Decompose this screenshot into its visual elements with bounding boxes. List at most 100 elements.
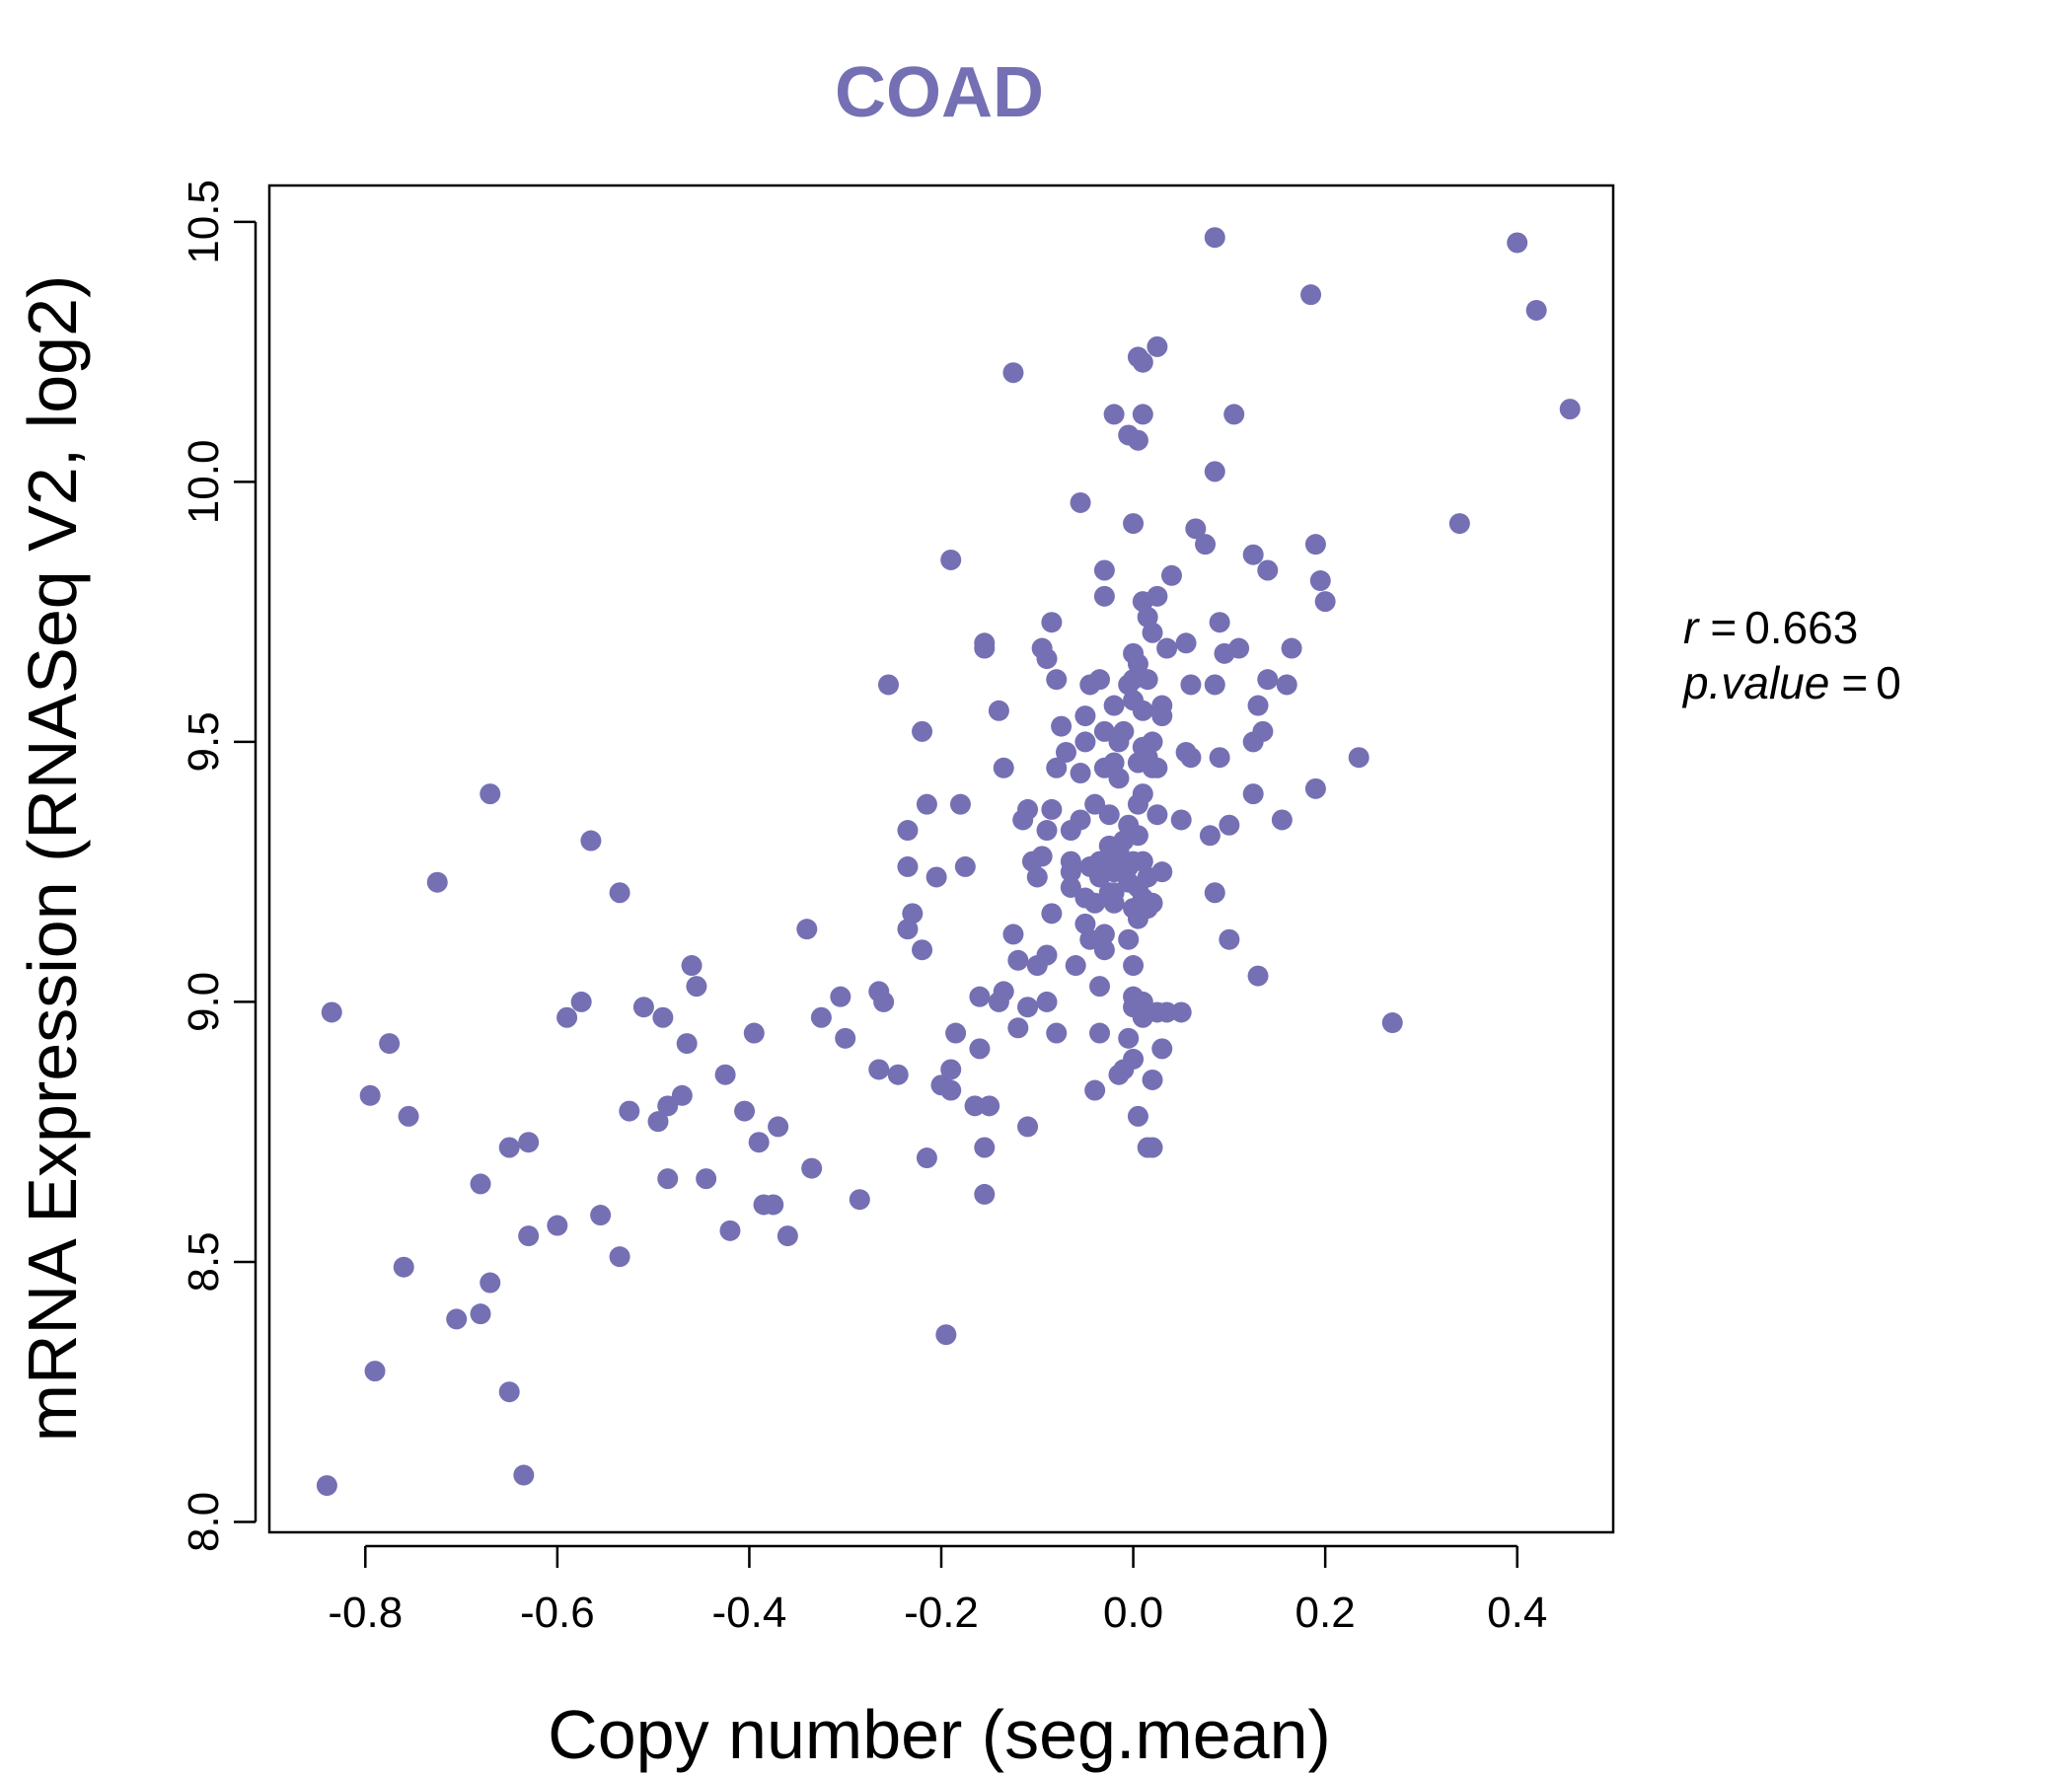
data-point	[1147, 335, 1168, 357]
data-point	[1002, 924, 1024, 945]
data-point	[1228, 637, 1250, 659]
data-point	[1180, 747, 1202, 769]
y-tick-label: 8.0	[180, 1492, 228, 1552]
data-point	[1156, 637, 1178, 659]
data-point	[1118, 928, 1140, 950]
data-point	[734, 1100, 756, 1122]
data-point	[1151, 861, 1173, 883]
x-axis-label: Copy number (seg.mean)	[548, 1696, 1331, 1773]
data-point	[657, 1095, 679, 1117]
data-point	[498, 1381, 520, 1403]
data-point	[743, 1022, 765, 1044]
data-point	[1118, 1027, 1140, 1049]
data-point	[1223, 404, 1245, 425]
data-point	[1507, 232, 1528, 254]
p-value-annotation: p.value = 0	[1681, 657, 1901, 708]
data-point	[969, 1038, 991, 1060]
data-point	[974, 637, 996, 659]
data-point	[1147, 585, 1168, 607]
data-point	[1089, 1022, 1111, 1044]
data-point	[1093, 559, 1115, 581]
data-point	[1257, 559, 1279, 581]
data-point	[321, 1001, 342, 1023]
x-tick-label: -0.8	[328, 1589, 403, 1637]
data-point	[897, 820, 919, 842]
data-point	[1209, 747, 1230, 769]
data-point	[979, 1095, 1000, 1117]
data-point	[1204, 461, 1225, 482]
data-point	[714, 1064, 736, 1085]
data-point	[1137, 669, 1158, 691]
data-point	[652, 1006, 674, 1028]
data-point	[1123, 669, 1145, 691]
data-point	[1170, 809, 1192, 831]
data-point	[1036, 648, 1058, 670]
data-point	[1070, 491, 1091, 513]
data-point	[1093, 939, 1115, 961]
data-point	[681, 955, 703, 977]
data-point	[935, 1324, 957, 1346]
p-equals: =	[1841, 657, 1868, 708]
data-point	[912, 720, 933, 742]
data-point	[1304, 777, 1326, 799]
data-point	[1123, 513, 1145, 535]
data-point	[1132, 783, 1153, 805]
data-point	[830, 986, 851, 1007]
data-point	[954, 855, 976, 877]
data-point	[1103, 892, 1125, 914]
data-point	[1017, 1116, 1039, 1138]
data-point	[632, 997, 654, 1018]
data-point	[1046, 757, 1068, 778]
data-point	[1026, 866, 1048, 888]
data-point	[849, 1189, 870, 1211]
data-point	[1156, 1001, 1178, 1023]
data-point	[547, 1215, 568, 1236]
data-point	[426, 871, 448, 893]
data-point	[1142, 1137, 1163, 1158]
data-point	[1046, 1022, 1068, 1044]
r-value: 0.663	[1744, 602, 1858, 653]
data-point	[1247, 965, 1269, 987]
data-point	[1036, 991, 1058, 1012]
data-point	[897, 855, 919, 877]
data-point	[359, 1084, 381, 1106]
data-point	[1036, 820, 1058, 842]
data-point	[609, 1246, 630, 1268]
data-point	[777, 1225, 798, 1247]
data-point	[647, 1111, 669, 1133]
data-point	[1108, 768, 1130, 789]
data-point	[1098, 804, 1120, 826]
x-axis: -0.8 -0.6 -0.4 -0.2 0.0 0.2 0.4	[328, 1544, 1547, 1637]
data-point	[1132, 851, 1153, 872]
data-point	[590, 1205, 612, 1226]
data-point	[1123, 1048, 1145, 1070]
y-axis: 8.0 8.5 9.0 9.5 10.0 10.5	[180, 180, 258, 1552]
data-point	[993, 757, 1014, 778]
data-point	[1103, 752, 1125, 774]
data-point	[988, 700, 1009, 721]
data-point	[887, 1064, 909, 1085]
data-point	[748, 1132, 770, 1153]
data-point	[1007, 949, 1029, 971]
data-point	[763, 1194, 784, 1216]
data-point	[1093, 585, 1115, 607]
data-point	[1271, 809, 1293, 831]
data-point	[1127, 653, 1148, 675]
data-point	[1180, 674, 1202, 696]
data-point	[518, 1225, 540, 1247]
data-point	[1160, 564, 1182, 586]
data-point	[1127, 825, 1148, 847]
data-point	[1017, 798, 1039, 820]
data-point	[470, 1303, 491, 1325]
data-point	[393, 1256, 414, 1278]
data-point	[480, 1272, 501, 1294]
data-point	[1151, 1038, 1173, 1060]
data-point	[719, 1220, 741, 1241]
x-tick-label: 0.0	[1103, 1589, 1163, 1637]
data-point	[940, 1079, 962, 1101]
data-point	[1103, 404, 1125, 425]
data-point	[912, 939, 933, 961]
data-point	[513, 1464, 535, 1486]
r-annotation: r = 0.663	[1683, 602, 1858, 653]
data-point	[1002, 362, 1024, 384]
